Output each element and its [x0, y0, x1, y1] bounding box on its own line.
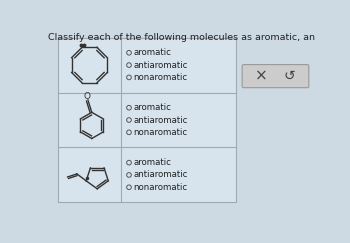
Text: aromatic: aromatic — [134, 158, 172, 167]
Bar — [58, 38, 236, 202]
Text: antiaromatic: antiaromatic — [134, 61, 188, 69]
Text: aromatic: aromatic — [134, 103, 172, 112]
Text: Classify each of the following molecules as aromatic, antiaromatic, or nonaromat: Classify each of the following molecules… — [48, 33, 350, 42]
Text: antiaromatic: antiaromatic — [134, 115, 188, 124]
Text: nonaromatic: nonaromatic — [134, 73, 188, 82]
Text: nonaromatic: nonaromatic — [134, 128, 188, 137]
Text: nonaromatic: nonaromatic — [134, 183, 188, 192]
Text: antiaromatic: antiaromatic — [134, 170, 188, 179]
Text: ×: × — [255, 69, 268, 84]
Text: ↺: ↺ — [284, 69, 295, 83]
Text: O: O — [84, 92, 91, 101]
Text: aromatic: aromatic — [134, 48, 172, 57]
FancyBboxPatch shape — [242, 65, 309, 88]
